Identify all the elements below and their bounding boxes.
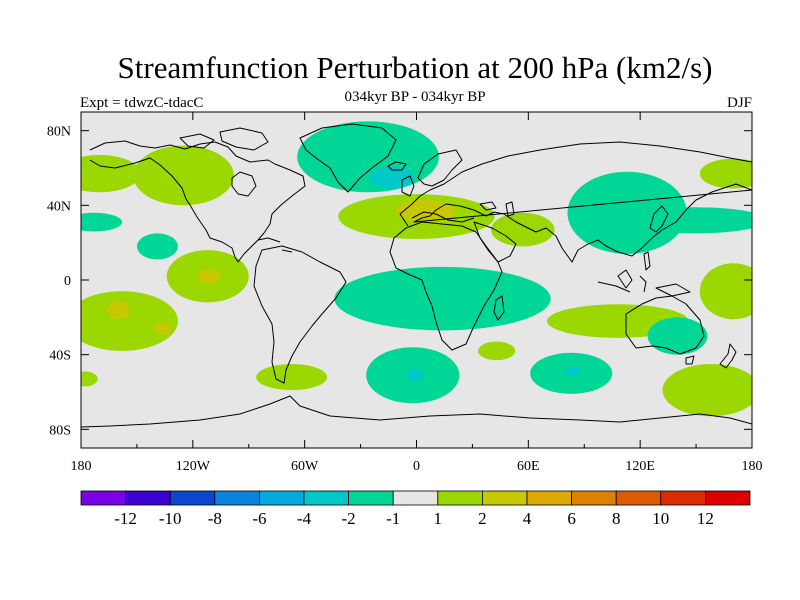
colorbar-swatch	[303, 490, 349, 506]
colorbar-swatch	[660, 490, 706, 506]
season-label: DJF	[726, 95, 752, 111]
colorbar-label: 6	[567, 509, 576, 528]
contour-region-neg-1-2	[334, 266, 551, 331]
colorbar-swatch	[437, 490, 483, 506]
contour-region-pos-1-2	[81, 291, 178, 351]
colorbar-label: -1	[386, 509, 400, 528]
colorbar-swatch	[214, 490, 260, 506]
colorbar-label: -4	[297, 509, 312, 528]
colorbar-label: -6	[252, 509, 266, 528]
contour-region-neg-1-2	[567, 171, 687, 254]
contour-region-pos-1-2	[699, 263, 752, 320]
contour-region-pos-1-2	[699, 158, 752, 189]
coastlines	[81, 123, 752, 428]
contour-region-neg-1-2	[297, 121, 439, 193]
colorbar-label: 10	[652, 509, 669, 528]
contour-region-neg-2-4	[369, 166, 415, 189]
y-tick-label: 0	[64, 274, 71, 289]
colorbar-swatch	[392, 490, 439, 506]
colorbar-swatch	[258, 490, 305, 506]
contour-region-pos-1-2	[81, 154, 141, 193]
colorbar-label: 8	[612, 509, 621, 528]
colorbar-label: 2	[478, 509, 487, 528]
contour-region-pos-2-4	[153, 322, 173, 335]
contour-region-neg-2-4	[405, 369, 424, 381]
colorbar-swatch	[169, 490, 216, 506]
colorbar-label: 4	[523, 509, 532, 528]
colorbar-label: -8	[208, 509, 222, 528]
map-area: 180 120W 60W 0 60E 120E 180 80N 40N 0 40S 80S	[47, 111, 763, 474]
y-tick-label: 80N	[47, 125, 71, 140]
colorbar-swatch	[615, 490, 662, 506]
x-tick-label: 180	[71, 459, 92, 474]
y-tick-label: 40N	[47, 199, 71, 214]
contour-region-neg-1-2	[136, 233, 178, 260]
experiment-label: Expt = tdwzC-tdacC	[80, 95, 204, 111]
colorbar-label: -10	[159, 509, 182, 528]
contour-region-pos-1-2	[662, 364, 752, 417]
colorbar-swatch	[705, 490, 751, 506]
contour-region-neg-1-2	[81, 212, 122, 232]
y-tick-label: 40S	[49, 349, 71, 364]
colorbar-label: 1	[434, 509, 443, 528]
colorbar-label: 12	[697, 509, 714, 528]
colorbar-swatch	[125, 490, 171, 506]
contour-region-pos-1-2	[478, 341, 516, 361]
x-tick-label: 120W	[176, 459, 211, 474]
contour-region-pos-1-2	[256, 364, 328, 391]
x-tick-label: 60E	[517, 459, 540, 474]
contour-region-pos-1-2	[491, 212, 555, 247]
colorbar-label: -12	[114, 509, 137, 528]
x-tick-label: 60W	[291, 459, 319, 474]
colorbar-swatch	[348, 490, 394, 506]
colorbar-swatch	[481, 490, 528, 506]
map-title: Streamfunction Perturbation at 200 hPa (…	[117, 50, 713, 85]
colorbar-swatch	[80, 490, 126, 506]
map-axis-ticks: 180 120W 60W 0 60E 120E 180 80N 40N 0 40S 80S	[47, 112, 763, 474]
contour-region-neg-1-2	[647, 317, 708, 355]
contour-region-neg-2-4	[563, 367, 583, 376]
contour-region-neg-1-2	[625, 207, 752, 234]
contour-region-pos-1-2	[133, 145, 234, 206]
x-tick-label: 0	[413, 459, 420, 474]
colorbar-swatch	[526, 490, 572, 506]
contour-region-pos-2-4	[198, 268, 221, 284]
colorbar-swatch	[571, 490, 617, 506]
y-tick-label: 80S	[49, 423, 71, 438]
contour-region-pos-2-4	[107, 300, 130, 320]
contour-region-pos-1-2	[81, 371, 98, 387]
map-subtitle: 034kyr BP - 034kyr BP	[344, 89, 486, 105]
colorbar: -12 -10 -8 -6 -4 -2 -1 1 2 4 6 8 10 12	[80, 490, 751, 528]
x-tick-label: 120E	[625, 459, 655, 474]
colorbar-label: -2	[342, 509, 356, 528]
x-tick-label: 180	[742, 459, 763, 474]
